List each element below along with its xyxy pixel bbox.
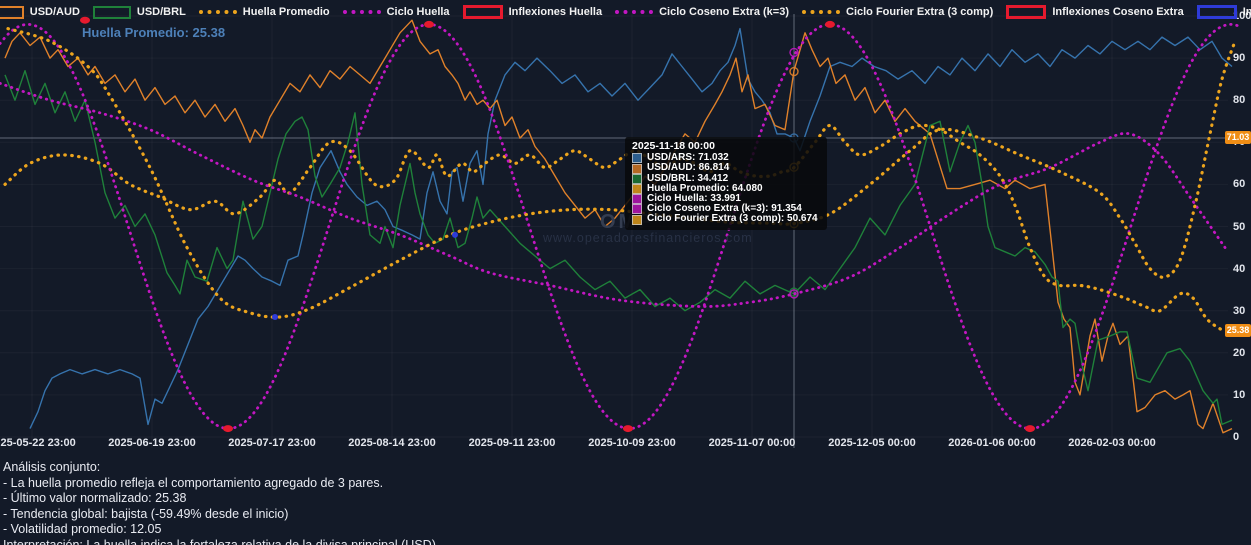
tooltip-swatch-icon <box>632 183 642 194</box>
y-axis-tick-label: 50 <box>1233 220 1246 233</box>
tooltip-date: 2025-11-18 00:00 <box>632 140 715 152</box>
legend-item-inflexiones-coseno-extra[interactable]: Inflexiones Coseno Extra <box>1006 5 1184 19</box>
chart-title: Huella Promedio: 25.38 <box>82 25 226 40</box>
tooltip-value: Ciclo Huella: 33.991 <box>647 193 741 205</box>
tooltip-row: Ciclo Huella: 33.991 <box>632 193 818 205</box>
inflexion-red-marker <box>1025 425 1035 433</box>
legend-item-huella-promedio[interactable]: Huella Promedio <box>198 6 330 18</box>
x-axis-tick-label: 2026-01-06 00:00 <box>948 437 1036 449</box>
legend-swatch-dots-icon <box>342 10 381 14</box>
analysis-text: Análisis conjunto: - La huella promedio r… <box>3 460 439 545</box>
hover-ring <box>789 66 799 77</box>
x-axis-tick-label: 2025-06-19 23:00 <box>108 437 196 449</box>
series-usd-brl-line <box>4 70 1233 426</box>
y-axis-tick-label: 0 <box>1233 431 1240 443</box>
legend-swatch-dots-icon <box>802 10 840 14</box>
tooltip-swatch-icon <box>632 204 642 215</box>
tooltip-row: Ciclo Fourier Extra (3 comp): 50.674 <box>632 213 818 225</box>
tooltip-value: Ciclo Fourier Extra (3 comp): 50.674 <box>647 213 818 225</box>
y-axis-tick-label: 60 <box>1233 178 1246 191</box>
analysis-line: Interpretación: La huella indica la fort… <box>3 537 440 545</box>
inflexion-red-marker <box>825 20 835 28</box>
analysis-line: - Último valor normalizado: 25.38 <box>3 491 187 505</box>
inflexion-red-marker <box>424 20 434 28</box>
tooltip-swatch-icon <box>632 214 642 225</box>
legend-item-inflexiones-huella[interactable]: Inflexiones Huella <box>462 5 603 19</box>
y-axis-tick-label: 10 <box>1233 388 1246 401</box>
legend-label: Ciclo Coseno Extra (k=3) <box>659 6 789 18</box>
y-axis-tick-label: 30 <box>1233 304 1246 317</box>
tooltip-value: USD/ARS: 71.032 <box>647 152 729 164</box>
x-axis-tick-label: 2025-12-05 00:00 <box>828 437 916 449</box>
tooltip-value: Huella Promedio: 64.080 <box>647 182 763 194</box>
tooltip-row: USD/AUD: 86.814 <box>632 162 818 174</box>
legend-item-inflexiones-fourier-extra[interactable]: Inflexiones Fourier Extra <box>1196 5 1251 19</box>
analysis-line: Análisis conjunto: <box>3 460 101 474</box>
legend-swatch-inflex-icon <box>1006 5 1047 19</box>
y-axis-tick-label: 90 <box>1233 52 1246 65</box>
axis-value-badge: 71.03 <box>1225 131 1251 145</box>
legend-item-ciclo-fourier-extra-3-comp-[interactable]: Ciclo Fourier Extra (3 comp) <box>802 6 993 18</box>
legend-label: Ciclo Huella <box>386 6 450 18</box>
legend-swatch-box-icon <box>92 5 131 19</box>
tooltip-row: Huella Promedio: 64.080 <box>632 182 818 194</box>
tooltip-swatch-icon <box>632 194 642 205</box>
legend-item-ciclo-huella[interactable]: Ciclo Huella <box>342 6 450 18</box>
x-axis-tick-label: 2026-02-03 00:00 <box>1068 437 1156 449</box>
legend-swatch-inflex-icon <box>1196 5 1237 19</box>
tooltip-swatch-icon <box>632 153 642 164</box>
legend-swatch-dots-icon <box>198 10 237 14</box>
legend-swatch-box-icon <box>0 5 24 19</box>
series-ciclo-fourier-extra-3-comp--line <box>6 27 1237 319</box>
analysis-line: - Tendencia global: bajista (-59.49% des… <box>3 506 289 521</box>
tooltip-swatch-icon <box>632 173 642 184</box>
analysis-line: - Volatilidad promedio: 12.05 <box>3 522 162 536</box>
legend-item-ciclo-coseno-extra-k-3-[interactable]: Ciclo Coseno Extra (k=3) <box>615 6 789 18</box>
axis-value-badge: 25.38 <box>1225 323 1251 337</box>
analysis-line: - La huella promedio refleja el comporta… <box>3 475 384 490</box>
inflexion-blue-marker <box>272 314 278 321</box>
series-usd-ars-line <box>29 27 1233 429</box>
y-axis-tick-label: 80 <box>1233 94 1246 107</box>
hover-ring <box>789 47 799 58</box>
inflexion-red-marker <box>623 425 633 433</box>
tooltip: 2025-11-18 00:00 USD/ARS: 71.032 USD/AUD:… <box>625 137 827 230</box>
x-axis-tick-label: 2025-08-14 23:00 <box>348 437 436 449</box>
legend-label: USD/AUD <box>29 6 80 18</box>
y-axis-tick-label: 100 <box>1233 10 1251 22</box>
tooltip-value: Ciclo Coseno Extra (k=3): 91.354 <box>647 203 802 215</box>
inflexion-red-marker <box>80 16 90 24</box>
hover-ring <box>789 289 799 299</box>
tooltip-row: USD/BRL: 34.412 <box>632 172 818 184</box>
x-axis-tick-label: 2025-09-11 23:00 <box>468 437 556 449</box>
tooltip-value: USD/AUD: 86.814 <box>647 162 730 174</box>
legend-label: Inflexiones Huella <box>508 6 603 18</box>
y-axis-tick-label: 40 <box>1233 262 1246 275</box>
tooltip-row: USD/ARS: 71.032 <box>632 152 818 164</box>
tooltip-row: Ciclo Coseno Extra (k=3): 91.354 <box>632 203 818 215</box>
legend-label: USD/BRL <box>136 6 186 18</box>
legend-label: Huella Promedio <box>242 6 330 18</box>
inflexion-red-marker <box>223 425 233 433</box>
x-axis-tick-label: 2025-05-22 23:00 <box>0 437 76 449</box>
legend-label: Inflexiones Coseno Extra <box>1052 6 1184 18</box>
x-axis-tick-label: 2025-07-17 23:00 <box>228 437 316 449</box>
tooltip-swatch-icon <box>632 163 642 174</box>
y-axis-tick-label: 20 <box>1233 346 1246 359</box>
legend-item-usd-brl[interactable]: USD/BRL <box>92 5 186 19</box>
legend-label: Inflexiones Fourier Extra <box>1242 6 1251 18</box>
tooltip-value: USD/BRL: 34.412 <box>647 172 729 184</box>
legend-label: Ciclo Fourier Extra (3 comp) <box>846 6 994 18</box>
legend-swatch-dots-icon <box>615 10 654 14</box>
x-axis-tick-label: 2025-11-07 00:00 <box>708 437 796 449</box>
inflexion-blue-marker <box>452 231 458 238</box>
x-axis-tick-label: 2025-10-09 23:00 <box>588 437 676 449</box>
legend-swatch-inflex-icon <box>462 5 503 19</box>
watermark-url: www.operadoresfinancieros.com <box>543 231 753 245</box>
legend-item-usd-aud[interactable]: USD/AUD <box>0 5 80 19</box>
series-ciclo-huella-line <box>0 81 1227 308</box>
